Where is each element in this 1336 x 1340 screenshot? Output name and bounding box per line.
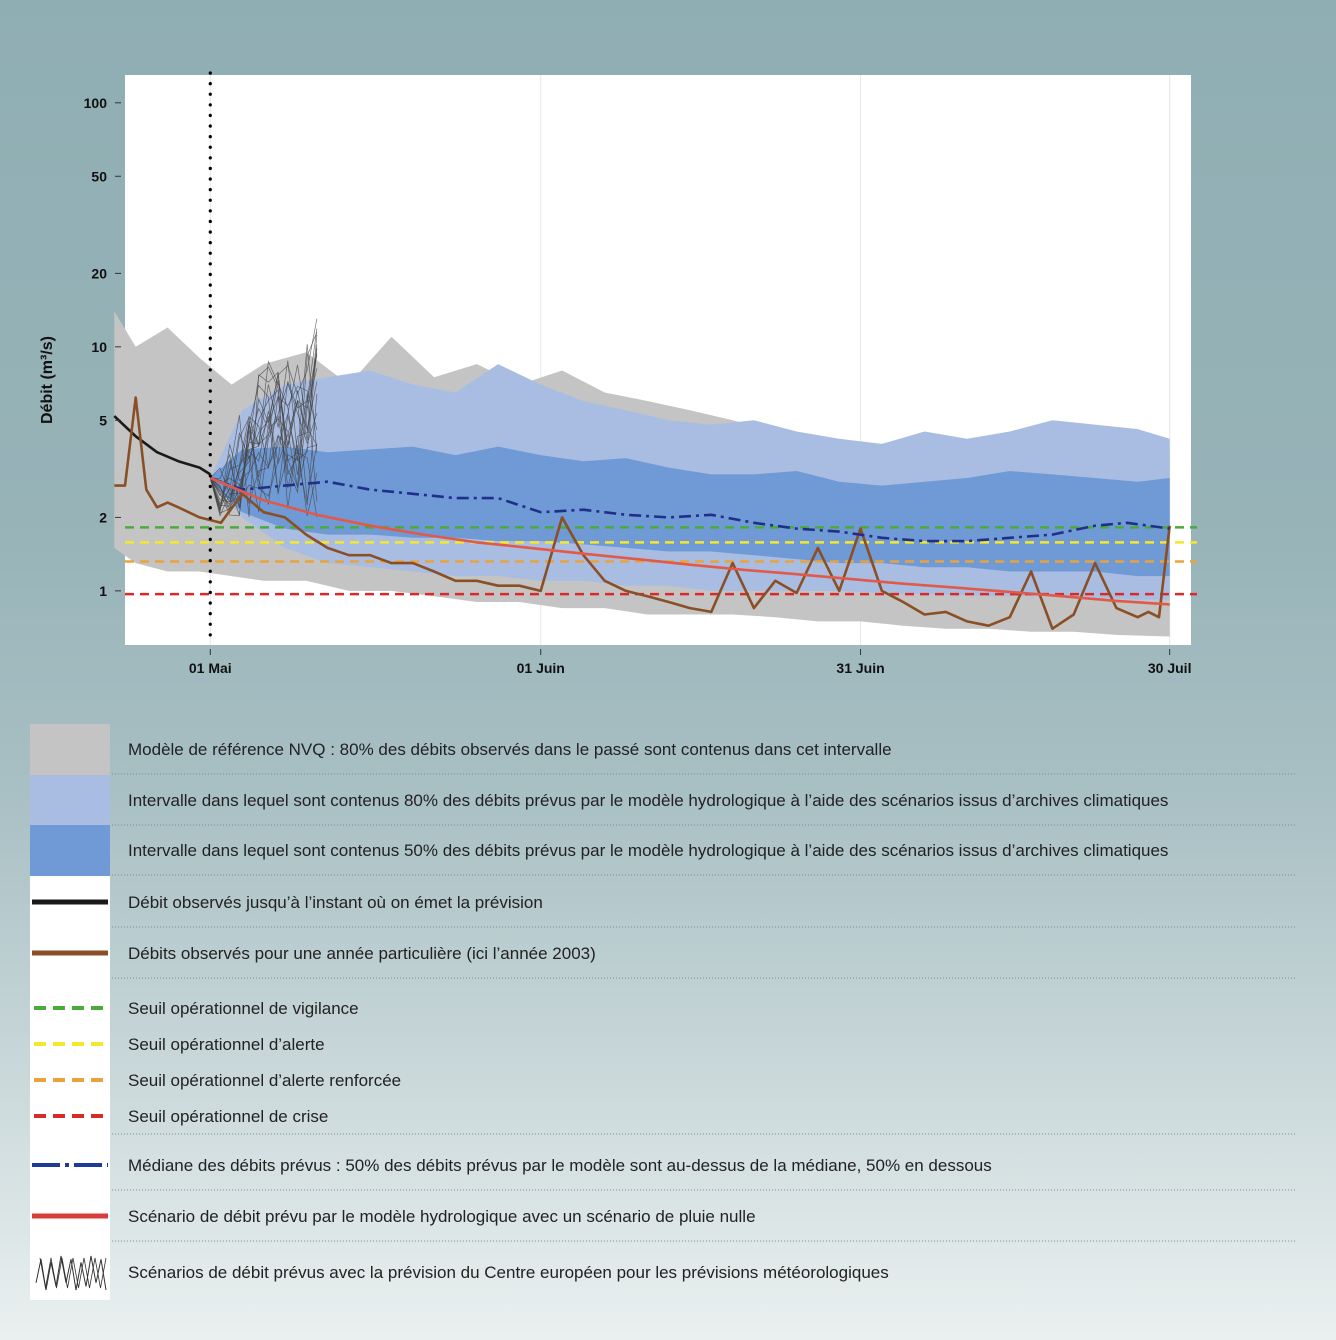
series-lines: [113, 71, 1197, 639]
legend-label: Intervalle dans lequel sont contenus 80%…: [128, 791, 1168, 810]
y-axis-title: Débit (m³/s): [39, 336, 56, 424]
y-tick-label: 20: [91, 265, 107, 281]
legend-label: Seuil opérationnel d’alerte renforcée: [128, 1071, 401, 1090]
legend-label: Débit observés jusqu’à l’instant où on é…: [128, 893, 543, 912]
ensemble-scenarios: [209, 318, 318, 518]
legend-swatch: [30, 775, 110, 826]
ensemble-member: [209, 334, 318, 507]
ensemble-member: [209, 372, 317, 511]
legend-label: Scénarios de débit prévus avec la prévis…: [128, 1263, 889, 1282]
series-line-1: [114, 396, 1171, 631]
ensemble-member: [209, 364, 318, 508]
series-line-2: [209, 476, 1170, 543]
y-tick-label: 10: [91, 339, 107, 355]
x-tick-label: 01 Juin: [517, 660, 565, 676]
legend-label: Seuil opérationnel d’alerte: [128, 1035, 325, 1054]
ensemble-member: [209, 393, 318, 505]
ensemble-member: [209, 328, 318, 517]
legend-label: Seuil opérationnel de vigilance: [128, 999, 359, 1018]
y-tick-label: 2: [99, 509, 107, 525]
y-tick-label: 1: [99, 583, 107, 599]
ensemble-member: [209, 385, 318, 513]
ensemble-member: [210, 368, 318, 505]
y-tick-label: 100: [84, 95, 108, 111]
legend-label: Modèle de référence NVQ : 80% des débits…: [128, 740, 892, 759]
ensemble-member: [210, 344, 318, 509]
y-tick-label: 50: [91, 168, 107, 184]
x-tick-label: 31 Juin: [836, 660, 884, 676]
legend-label: Seuil opérationnel de crise: [128, 1107, 328, 1126]
legend: Modèle de référence NVQ : 80% des débits…: [30, 724, 1296, 1300]
x-tick-label: 01 Mai: [189, 660, 232, 676]
ensemble-member: [210, 395, 318, 516]
legend-label: Débits observés pour une année particuli…: [128, 944, 596, 963]
axes: 1 2 5 10 20 50 100 Débit (m³/s) 01 Mai 01 Juin 31 …: [39, 95, 1191, 676]
band-2: [210, 446, 1170, 577]
legend-swatch: [30, 825, 110, 876]
legend-label: Scénario de débit prévu par le modèle hy…: [128, 1207, 756, 1226]
legend-swatch: [30, 724, 110, 775]
y-tick-label: 5: [99, 412, 107, 428]
x-tick-label: 30 Juil: [1148, 660, 1192, 676]
ensemble-member: [210, 381, 318, 496]
legend-label: Intervalle dans lequel sont contenus 50%…: [128, 841, 1168, 860]
legend-zigzag-symbol: [39, 1257, 107, 1289]
legend-zigzag-symbol: [35, 1255, 107, 1291]
series-line-3: [209, 476, 1170, 606]
legend-symbol-column: [30, 874, 110, 1300]
ensemble-member: [209, 355, 318, 518]
legend-label: Médiane des débits prévus : 50% des débi…: [128, 1156, 992, 1175]
